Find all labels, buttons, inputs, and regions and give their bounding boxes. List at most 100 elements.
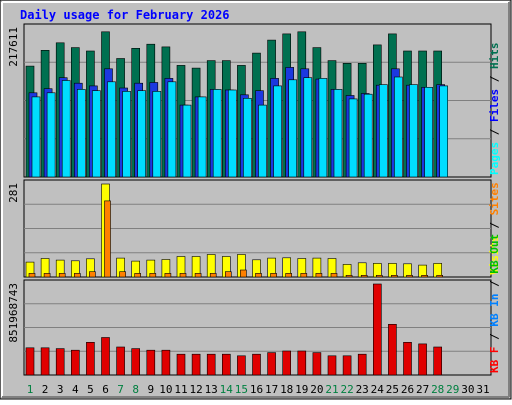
day-label-19: 19 [295,383,308,396]
bar-pages-day-6 [107,81,116,178]
bar-pages-day-18 [288,79,298,178]
day-label-28: 28 [431,383,444,396]
bar-pages-day-14 [228,89,237,178]
bar-kb-f-day-27 [418,343,427,376]
panel-volume: 851968743 KB F / KB In / KB Out [7,234,501,376]
bar-kb-f-day-4 [71,349,80,376]
bar-kb-f-day-7 [116,346,125,376]
bar-sites-day-24 [375,274,383,278]
panel-volume-legend-part: / [488,327,501,347]
bar-sites-day-25 [391,274,398,278]
bar-kb-f-day-6 [101,337,110,376]
day-label-18: 18 [280,383,293,396]
panel-volume-legend: KB F / KB In / KB Out [488,234,501,373]
bar-kb-f-day-13 [206,353,216,376]
day-label-15: 15 [235,383,248,396]
bar-kb-f-day-16 [252,353,261,376]
panel-visits-scale-label: 281 [7,183,20,203]
bar-kb-f-day-20 [312,352,322,376]
bar-pages-day-17 [273,85,282,178]
day-label-12: 12 [189,383,202,396]
bar-sites-day-28 [436,274,444,278]
panel-requests-legend-part: / [488,69,501,89]
panel-visits-legend-part: Visits [488,235,501,275]
bar-kb-f-day-28 [433,346,443,376]
bar-kb-f-day-24 [372,283,382,376]
panel-requests-legend-part: Files [488,89,501,122]
day-label-11: 11 [174,383,187,396]
day-label-22: 22 [340,383,353,396]
bar-kb-f-day-14 [222,353,231,376]
day-label-14: 14 [220,383,234,396]
day-label-5: 5 [87,383,94,396]
bar-sites-day-2 [43,273,51,278]
day-label-8: 8 [132,383,139,396]
bar-pages-day-20 [318,78,328,178]
bar-pages-day-22 [348,98,358,178]
day-label-1: 1 [27,383,34,396]
day-label-4: 4 [72,383,79,396]
panel-volume-legend-part: KB Out [488,234,501,274]
bar-sites-day-8 [134,273,141,278]
bar-pages-day-10 [167,81,177,178]
bar-pages-day-3 [61,80,71,178]
bar-pages-day-16 [258,104,267,178]
bar-sites-day-21 [330,273,338,278]
day-label-17: 17 [265,383,278,396]
bar-pages-day-27 [424,87,433,178]
day-label-13: 13 [205,383,218,396]
day-label-26: 26 [401,383,414,396]
bar-kb-f-day-3 [55,348,65,376]
bar-sites-day-20 [315,273,323,278]
bar-pages-day-9 [152,91,162,178]
day-label-29: 29 [446,383,459,396]
bar-kb-f-day-8 [131,348,140,376]
bar-sites-day-1 [28,273,36,278]
bar-pages-day-5 [92,90,101,178]
bar-sites-day-13 [209,273,217,278]
bar-sites-day-11 [179,273,187,278]
panel-requests-legend-part: Hits [488,43,501,70]
bar-visits-day-25 [388,263,397,278]
bar-pages-day-1 [31,96,41,178]
chart-title: Daily usage for February 2026 [20,8,230,22]
bar-sites-day-14 [225,271,232,278]
bar-kb-f-day-23 [357,353,367,376]
bar-sites-day-3 [58,273,66,278]
bar-kb-f-day-22 [342,355,352,376]
bar-kb-f-day-26 [403,341,412,376]
bar-sites-day-18 [285,273,293,278]
bar-sites-day-6 [104,200,111,278]
bar-sites-day-26 [406,274,413,278]
bar-kb-f-day-15 [237,355,246,376]
bar-sites-day-22 [345,274,353,278]
bar-sites-day-12 [194,273,202,278]
bar-kb-f-day-11 [176,353,186,376]
bar-sites-day-4 [74,273,81,278]
panel-visits-legend: Visits / Sites [488,182,501,275]
bar-pages-day-13 [212,89,222,178]
bar-kb-f-day-9 [146,349,156,376]
bar-kb-f-day-12 [191,353,201,376]
panel-requests-scale-label: 217611 [7,27,20,67]
day-label-9: 9 [147,383,154,396]
day-label-3: 3 [57,383,64,396]
bar-visits-day-28 [433,263,443,278]
bar-kb-f-day-25 [388,323,397,376]
bar-pages-day-2 [46,92,56,178]
bar-kb-f-day-2 [40,347,50,376]
bar-kb-f-day-19 [297,350,307,376]
panel-visits-legend-part: Sites [488,182,501,215]
bar-pages-day-15 [243,98,252,178]
panel-requests-legend-part: / [488,122,501,142]
bar-sites-day-9 [149,273,157,278]
bar-sites-day-27 [421,274,428,278]
day-label-7: 7 [117,383,124,396]
panel-visits: 281 Visits / Sites [7,179,501,278]
day-label-25: 25 [386,383,399,396]
day-label-16: 16 [250,383,263,396]
bar-kb-f-day-5 [86,341,95,376]
bar-kb-f-day-18 [282,350,292,376]
day-label-23: 23 [356,383,369,396]
panel-requests: 217611 Pages / Files / Hits [7,23,501,178]
